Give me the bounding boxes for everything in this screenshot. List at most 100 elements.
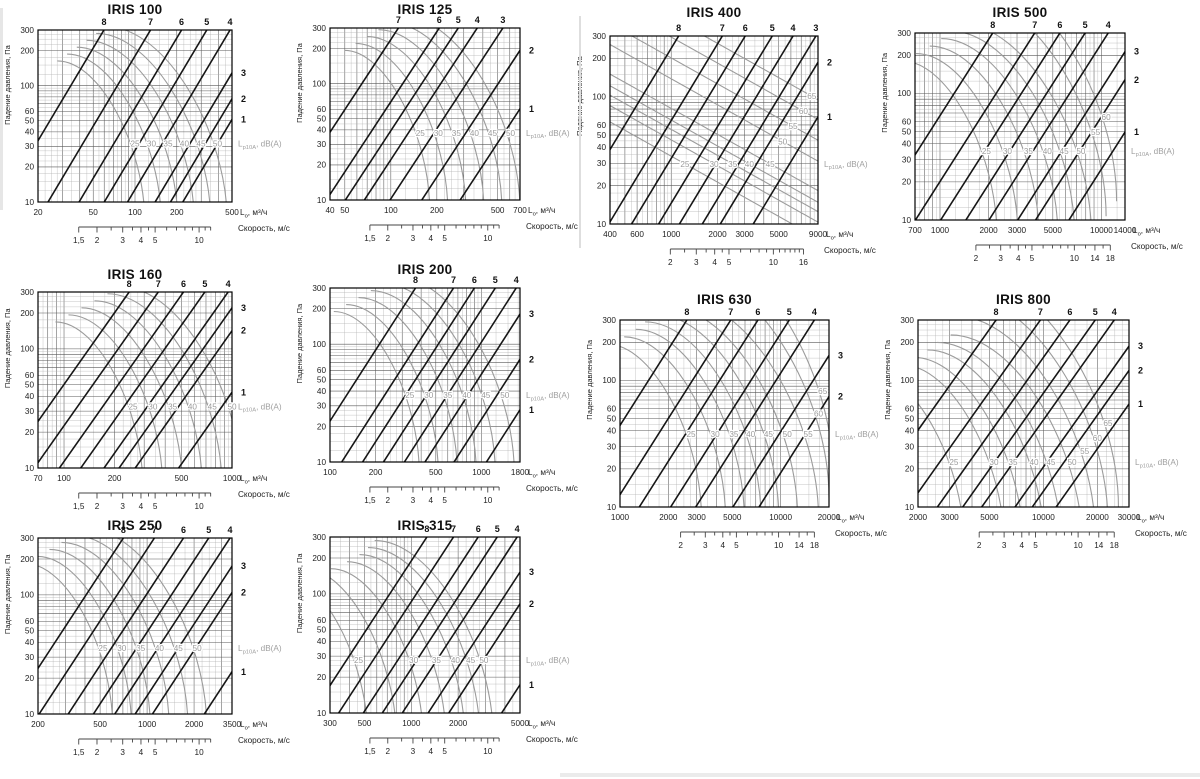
x-axis-title: Lo, м³/ч <box>1133 226 1160 237</box>
velocity-scale: 2 3 4 5 10 14 18 <box>678 531 819 550</box>
noise-level-label: 25 <box>405 391 415 400</box>
position-label: 7 <box>396 15 401 25</box>
speed-tick-label: 10 <box>769 258 779 267</box>
y-tick-label: 50 <box>25 116 35 125</box>
y-tick-label: 100 <box>312 340 326 349</box>
x-tick-label: 100 <box>384 206 398 215</box>
y-tick-label: 100 <box>20 345 34 354</box>
x-axis-ticks: 1000 2000 3000 5000 10000 20000 <box>611 513 841 522</box>
y-tick-label: 20 <box>25 163 35 172</box>
y-tick-label: 20 <box>905 465 915 474</box>
x-axis-title: Lo, м³/ч <box>528 468 555 479</box>
x-tick-label: 100 <box>128 208 142 217</box>
speed-tick-label: 10 <box>483 747 493 756</box>
y-axis-title: Падение давления, Па <box>3 554 12 635</box>
speed-tick-label: 2 <box>668 258 673 267</box>
y-tick-label: 200 <box>897 51 911 60</box>
noise-level-label: 45 <box>1046 458 1056 467</box>
noise-level-label: 45 <box>208 402 218 411</box>
position-label: 1 <box>241 667 246 677</box>
noise-labels: 25 30 35 40 45 50 <box>414 128 516 140</box>
noise-level-label: 25 <box>98 644 108 653</box>
velocity-scale: 2 3 4 5 10 14 18 <box>977 531 1119 550</box>
position-lines <box>610 36 818 224</box>
chart-iris630: IRIS 630 8 7 6 5 4 3 2 25 30 35 40 45 50 55 60 65 Lp10A, … <box>583 282 893 567</box>
noise-level-label: 40 <box>155 644 165 653</box>
position-label: 3 <box>529 309 534 319</box>
chart-title: IRIS 125 <box>397 2 453 17</box>
speed-tick-label: 2 <box>977 541 982 550</box>
y-axis-title: Падение давления, Па <box>295 42 304 123</box>
y-tick-label: 100 <box>312 79 326 88</box>
chart-title: IRIS 800 <box>996 292 1051 307</box>
x-axis-ticks: 40 50 100 200 500 700 <box>325 206 527 215</box>
y-tick-label: 100 <box>20 591 34 600</box>
noise-level-label: 40 <box>188 402 198 411</box>
y-tick-label: 30 <box>317 652 327 661</box>
speed-tick-label: 1,5 <box>364 234 376 243</box>
position-label: 5 <box>493 275 498 285</box>
speed-tick-label: 4 <box>429 496 434 505</box>
position-label: 8 <box>121 525 126 535</box>
position-label: 2 <box>529 354 534 364</box>
y-tick-label: 200 <box>312 305 326 314</box>
speed-tick-label: 3 <box>120 236 125 245</box>
x-tick-label: 500 <box>358 719 372 728</box>
chart-title: IRIS 630 <box>697 292 752 307</box>
speed-tick-label: 14 <box>1090 254 1100 263</box>
y-tick-label: 30 <box>317 140 327 149</box>
y-tick-label: 60 <box>317 366 327 375</box>
noise-curves <box>344 28 520 200</box>
speed-tick-label: 1,5 <box>364 747 376 756</box>
chart-title: IRIS 100 <box>107 2 163 17</box>
x-tick-label: 500 <box>429 468 443 477</box>
x-axis-title: Lo, м³/ч <box>528 206 555 217</box>
velocity-scale: 1,5 2 3 4 5 10 <box>364 737 500 756</box>
x-tick-label: 40 <box>325 206 335 215</box>
noise-level-label: 35 <box>1024 147 1034 156</box>
noise-level-label: 40 <box>746 430 756 439</box>
x-tick-label: 3500 <box>223 720 242 729</box>
y-axis-title: Падение давления, Па <box>3 308 12 389</box>
x-axis-title: Lo, м³/ч <box>528 719 555 730</box>
chart-iris100: IRIS 100 8 7 6 5 4 3 2 1 25 30 35 40 45 50 Lp10A, dB(A)… <box>0 0 290 256</box>
noise-level-label: 40 <box>470 129 480 138</box>
speed-tick-label: 3 <box>120 502 125 511</box>
scan-edge-bottom <box>560 773 1200 777</box>
y-tick-label: 30 <box>607 442 617 451</box>
y-tick-label: 200 <box>20 309 34 318</box>
position-label: 1 <box>241 387 246 397</box>
position-label: 7 <box>1032 20 1037 30</box>
y-tick-label: 20 <box>317 161 327 170</box>
noise-curves <box>918 320 1119 507</box>
noise-level-label: 35 <box>432 656 442 665</box>
x-tick-label: 5000 <box>770 230 789 239</box>
y-tick-label: 10 <box>25 464 35 473</box>
y-tick-label: 60 <box>25 107 35 116</box>
x-axis-ticks: 2000 3000 5000 10000 20000 30000 <box>909 513 1141 522</box>
y-tick-label: 20 <box>317 673 327 682</box>
x-tick-label: 2000 <box>185 720 204 729</box>
y-tick-label: 10 <box>25 710 35 719</box>
noise-level-label: 45 <box>466 656 476 665</box>
noise-level-label: 30 <box>709 160 719 169</box>
y-tick-label: 40 <box>317 637 327 646</box>
plot-grid <box>914 32 1125 221</box>
chart-iris315: IRIS 315 8 7 6 5 4 3 2 1 25 30 35 40 45 50 Lp10A, dB(A)… <box>290 508 580 779</box>
position-label: 5 <box>770 23 775 33</box>
y-tick-label: 200 <box>602 338 616 347</box>
chart-title: IRIS 500 <box>992 5 1048 20</box>
position-label: 4 <box>812 307 817 317</box>
noise-level-label: 60 <box>799 107 809 116</box>
position-lines <box>330 537 520 713</box>
y-tick-label: 300 <box>900 316 914 325</box>
noise-level-label: 25 <box>680 160 690 169</box>
x-axis-title: Lo, м³/ч <box>240 720 267 731</box>
